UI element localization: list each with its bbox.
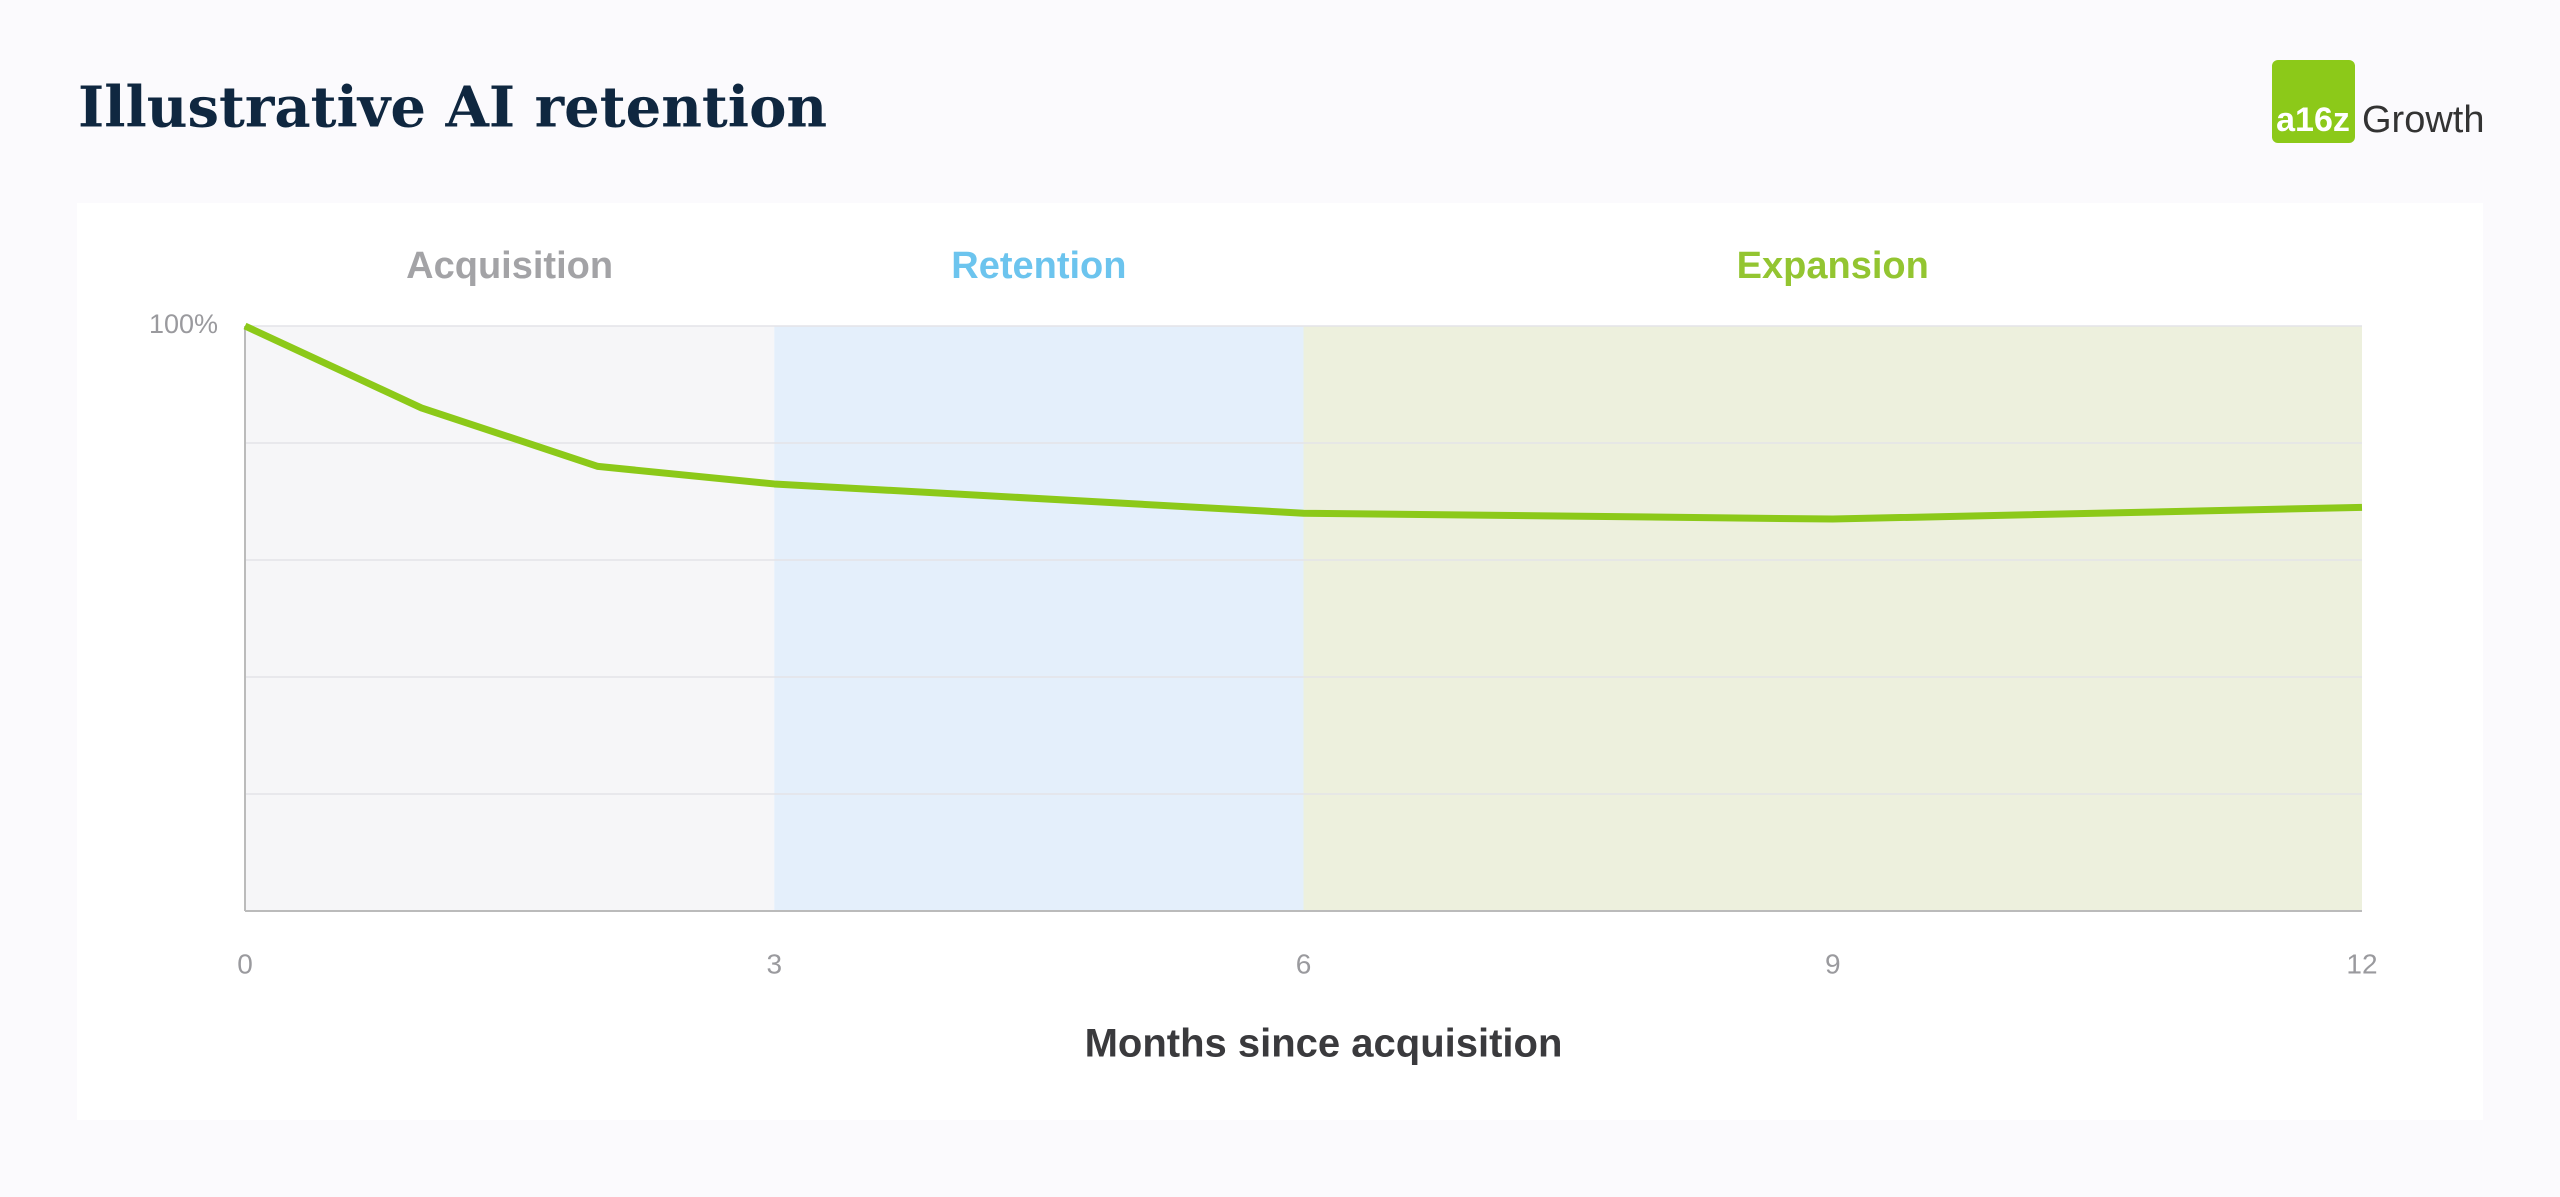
region (774, 326, 1304, 911)
y-tick-label: 100% (149, 309, 218, 339)
x-tick-label: 9 (1825, 948, 1841, 979)
logo-box (2272, 60, 2355, 143)
x-tick-label: 3 (766, 948, 782, 979)
region-label: Expansion (1737, 245, 1929, 287)
data-line (243, 322, 2363, 523)
x-tick-label: 0 (237, 948, 253, 979)
title: Illustrative AI retention (78, 75, 827, 141)
region (1303, 326, 2362, 911)
x-tick-label: 6 (1296, 948, 1312, 979)
region-label: Retention (951, 245, 1126, 287)
x-tick-label: 12 (2346, 948, 2377, 979)
region (245, 326, 775, 911)
plot: Acquisition Retention Expansion 100% 0 3 6 9 12 M… (149, 245, 2378, 1066)
region-label: Acquisition (406, 245, 613, 287)
logo-text: Growth (2362, 99, 2484, 141)
x-axis-label: Months since acquisition (1085, 1022, 1563, 1066)
logo-mark: a16z (2276, 101, 2350, 139)
